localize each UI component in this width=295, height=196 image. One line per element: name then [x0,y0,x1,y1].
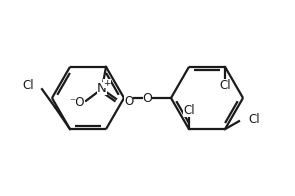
Text: Cl: Cl [183,104,195,117]
Text: +: + [103,79,111,88]
Text: O: O [142,92,153,104]
Text: Cl: Cl [219,79,231,92]
Text: ⁻O: ⁻O [69,96,85,109]
Text: O: O [124,95,133,108]
Text: Cl: Cl [248,113,260,126]
Text: Cl: Cl [22,79,34,92]
Text: N: N [97,82,107,95]
